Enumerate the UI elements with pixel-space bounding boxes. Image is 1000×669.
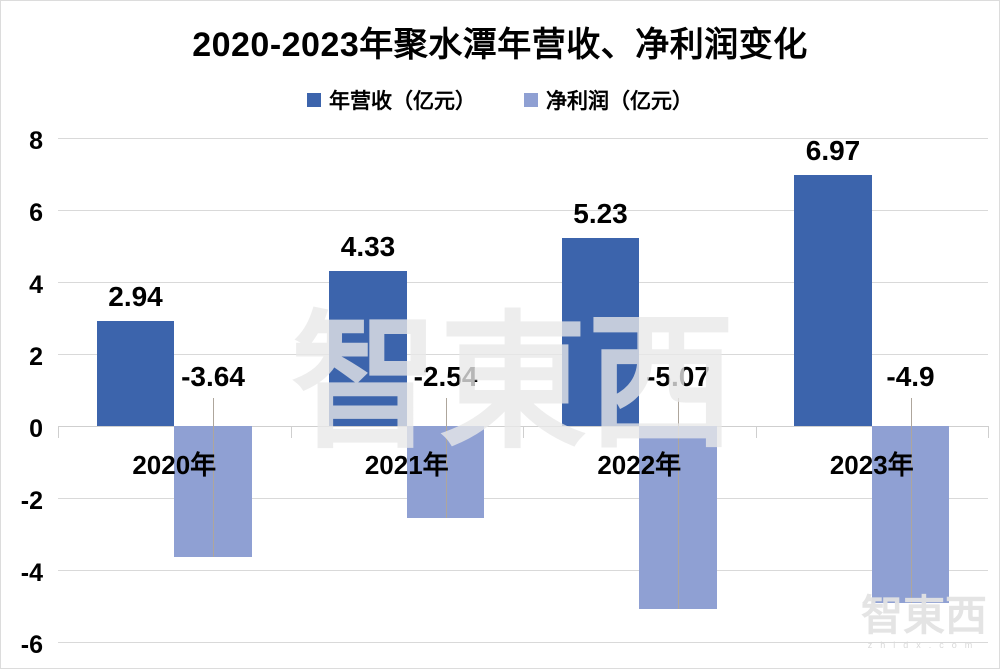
y-tick-label: -4 [20, 559, 43, 588]
bar-value-label-revenue-2021年: 4.33 [340, 230, 396, 262]
y-tick-label: 2 [29, 343, 43, 372]
x-category-label-2020年: 2020年 [132, 450, 217, 480]
bar-value-label-revenue-2023年: 6.97 [805, 135, 861, 167]
label-leader-line-2022年 [678, 398, 679, 609]
axis-tick [755, 426, 757, 439]
bar-revenue-2022年 [561, 238, 640, 427]
bar-value-label-revenue-2022年: 5.23 [573, 198, 628, 230]
y-tick-label: 4 [29, 271, 43, 300]
bar-revenue-2020年 [96, 320, 175, 427]
bar-revenue-2023年 [794, 175, 872, 427]
label-leader-line-2021年 [445, 398, 447, 518]
legend-swatch-revenue [307, 93, 321, 107]
legend-swatch-net_profit [524, 93, 538, 107]
label-leader-line-2020年 [213, 398, 214, 558]
axis-tick [58, 426, 59, 439]
gridline [58, 281, 988, 283]
gridline [58, 641, 988, 643]
axis-tick [988, 426, 989, 439]
y-tick-label: -2 [20, 487, 43, 516]
bar-value-label-net_profit-2022年: -5.07 [646, 361, 710, 392]
x-category-label-2022年: 2022年 [597, 450, 682, 480]
y-tick-label: 6 [29, 199, 43, 228]
x-category-label-2021年: 2021年 [364, 450, 449, 480]
gridline [58, 137, 988, 139]
axis-tick [523, 426, 524, 439]
bar-value-label-revenue-2020年: 2.94 [108, 280, 163, 312]
gridline [58, 353, 988, 355]
gridline [58, 569, 988, 571]
bar-revenue-2021年 [329, 270, 407, 427]
x-category-label-2023年: 2023年 [829, 450, 914, 480]
gridline [58, 209, 988, 211]
legend-item-net_profit: 净利润（亿元） [524, 85, 693, 115]
axis-tick [290, 426, 292, 439]
bar-value-label-net_profit-2021年: -2.54 [413, 361, 478, 392]
y-tick-label: 8 [29, 127, 43, 156]
bar-value-label-net_profit-2023年: -4.9 [886, 361, 935, 392]
legend-label-net_profit: 净利润（亿元） [546, 90, 693, 113]
chart-title: 2020-2023年聚水潭年营收、净利润变化 [192, 26, 808, 64]
bar-value-label-net_profit-2020年: -3.64 [181, 361, 245, 392]
legend-label-revenue: 年营收（亿元） [329, 90, 476, 113]
y-tick-label: 0 [29, 415, 43, 444]
legend-item-revenue: 年营收（亿元） [307, 85, 476, 115]
gridline [58, 497, 988, 499]
chart-legend: 年营收（亿元） 净利润（亿元） [1, 85, 999, 115]
label-leader-line-2023年 [910, 398, 912, 603]
y-tick-label: -6 [20, 631, 43, 660]
